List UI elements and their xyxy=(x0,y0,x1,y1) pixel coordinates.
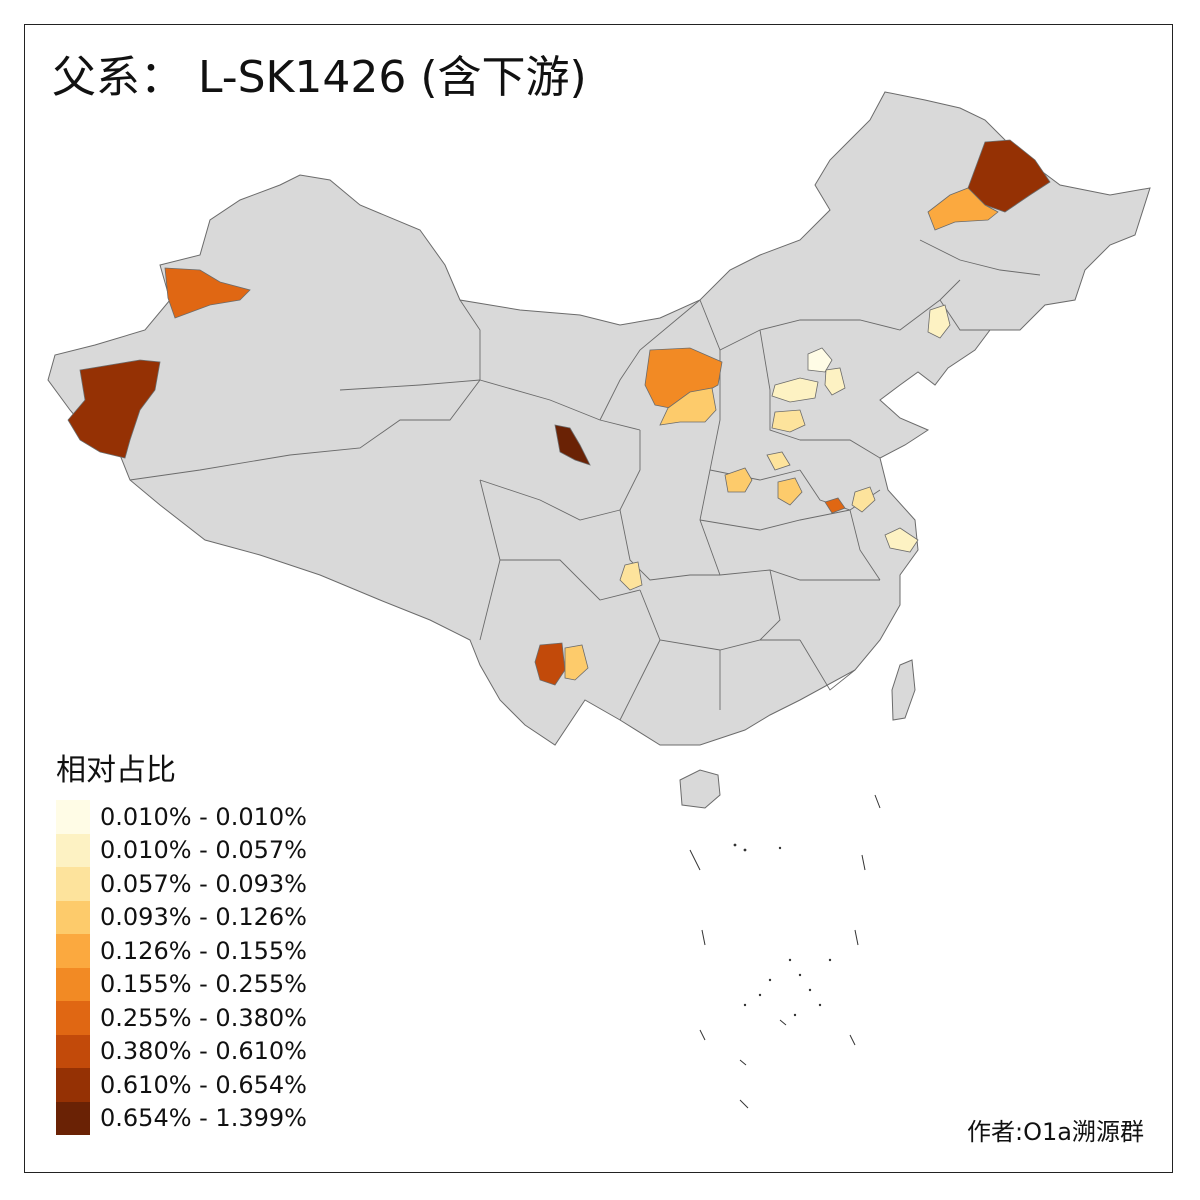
legend-swatch xyxy=(56,967,90,1001)
region-sichuan xyxy=(619,561,643,591)
legend: 相对占比 0.010% - 0.010% 0.010% - 0.057% 0.057… xyxy=(56,756,307,1135)
legend-swatch xyxy=(56,900,90,934)
legend-item: 0.610% - 0.654% xyxy=(56,1068,307,1102)
legend-swatch xyxy=(56,1001,90,1035)
legend-swatch xyxy=(56,867,90,901)
legend-item: 0.380% - 0.610% xyxy=(56,1034,307,1068)
legend-swatch xyxy=(56,1034,90,1068)
legend-item: 0.010% - 0.010% xyxy=(56,800,307,834)
legend-swatch xyxy=(56,1101,90,1135)
legend-item: 0.093% - 0.126% xyxy=(56,900,307,934)
region-henan-west xyxy=(724,467,753,493)
south-china-sea-islands xyxy=(689,794,881,1109)
region-liaoning xyxy=(927,304,951,339)
region-shanghai-area xyxy=(884,527,919,553)
region-heilongjiang-west xyxy=(927,187,999,231)
region-beijing xyxy=(807,347,833,373)
legend-label: 0.610% - 0.654% xyxy=(100,1070,307,1099)
legend-item: 0.057% - 0.093% xyxy=(56,867,307,901)
map-title: 父系： L-SK1426 (含下游) xyxy=(52,52,587,103)
legend-item: 0.126% - 0.155% xyxy=(56,934,307,968)
internal-borders xyxy=(129,239,1041,721)
legend-label: 0.255% - 0.380% xyxy=(100,1003,307,1032)
region-gansu xyxy=(554,424,591,466)
region-shandong-west xyxy=(766,451,791,471)
region-henan-east xyxy=(777,477,803,506)
legend-label: 0.057% - 0.093% xyxy=(100,869,307,898)
legend-label: 0.654% - 1.399% xyxy=(100,1104,307,1133)
region-jiangsu-north xyxy=(851,486,876,513)
region-tianjin xyxy=(824,367,846,396)
legend-label: 0.155% - 0.255% xyxy=(100,970,307,999)
legend-items: 0.010% - 0.010% 0.010% - 0.057% 0.057% - 0… xyxy=(56,800,307,1135)
legend-swatch xyxy=(56,934,90,968)
region-xinjiang-north xyxy=(164,267,251,319)
author-credit: 作者:O1a溯源群 xyxy=(967,1118,1144,1146)
legend-label: 0.380% - 0.610% xyxy=(100,1037,307,1066)
legend-swatch xyxy=(56,833,90,867)
legend-item: 0.155% - 0.255% xyxy=(56,967,307,1001)
legend-item: 0.654% - 1.399% xyxy=(56,1101,307,1135)
region-shanxi-north xyxy=(659,387,717,426)
region-yunnan-west xyxy=(534,642,566,686)
legend-label: 0.010% - 0.010% xyxy=(100,802,307,831)
hainan-island xyxy=(679,769,721,809)
region-hebei-west xyxy=(771,377,819,403)
legend-swatch xyxy=(56,800,90,834)
region-hebei-south xyxy=(771,409,806,433)
legend-item: 0.255% - 0.380% xyxy=(56,1001,307,1035)
legend-swatch xyxy=(56,1068,90,1102)
region-anhui-north xyxy=(824,497,846,514)
legend-label: 0.010% - 0.057% xyxy=(100,836,307,865)
small-islands-dots xyxy=(733,843,832,1017)
legend-label: 0.126% - 0.155% xyxy=(100,936,307,965)
legend-label: 0.093% - 0.126% xyxy=(100,903,307,932)
region-xinjiang-southwest xyxy=(67,359,161,459)
legend-item: 0.010% - 0.057% xyxy=(56,833,307,867)
taiwan-island xyxy=(891,659,916,721)
legend-title: 相对占比 xyxy=(56,753,176,788)
region-yunnan-east xyxy=(564,644,589,681)
